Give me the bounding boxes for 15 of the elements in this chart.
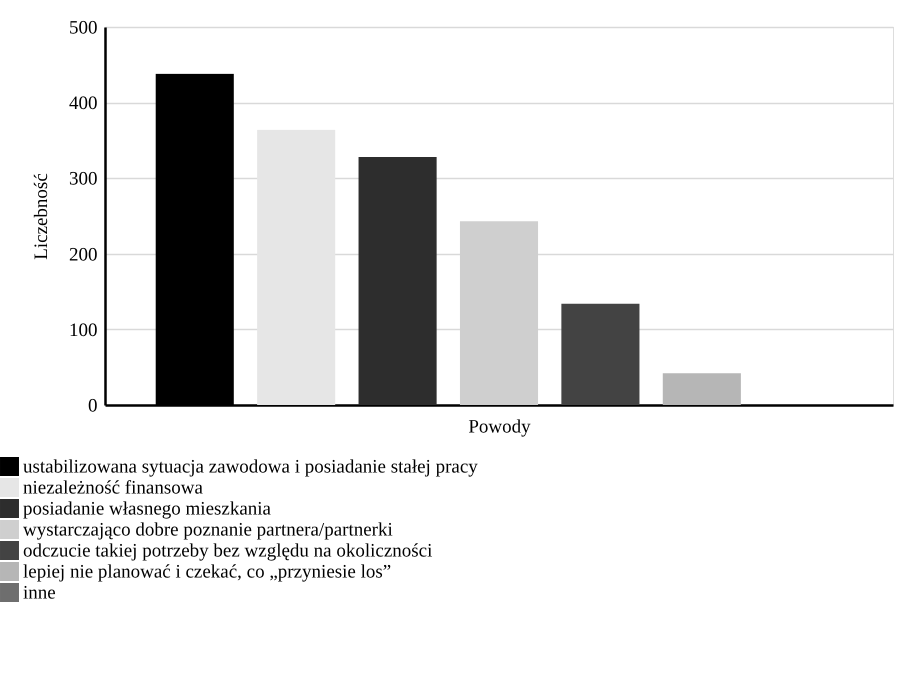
- legend-label: niezależność finansowa: [23, 478, 204, 498]
- y-tick-label: 400: [69, 93, 98, 114]
- legend-label: posiadanie własnego mieszkania: [23, 498, 272, 520]
- legend-label: ustabilizowana sytuacja zawodowa i posiadanie stałej pracy: [23, 456, 478, 478]
- y-tick-label: 300: [69, 168, 98, 190]
- y-tick-label: 500: [69, 18, 98, 38]
- legend-label: wystarczająco dobre poznanie partnera/partnerki: [23, 520, 393, 540]
- legend-label: inne: [23, 582, 56, 604]
- legend-label: lepiej nie planować i czekać, co „przyniesie los”: [23, 562, 392, 582]
- y-axis-title: Liczebność: [31, 173, 52, 260]
- x-axis-title: Powody: [468, 416, 532, 438]
- y-tick-label: 200: [69, 244, 98, 266]
- y-tick-label: 0: [88, 396, 98, 416]
- y-tick-label: 100: [69, 320, 98, 341]
- legend-label: odczucie takiej potrzeby bez względu na okoliczności: [23, 540, 432, 562]
